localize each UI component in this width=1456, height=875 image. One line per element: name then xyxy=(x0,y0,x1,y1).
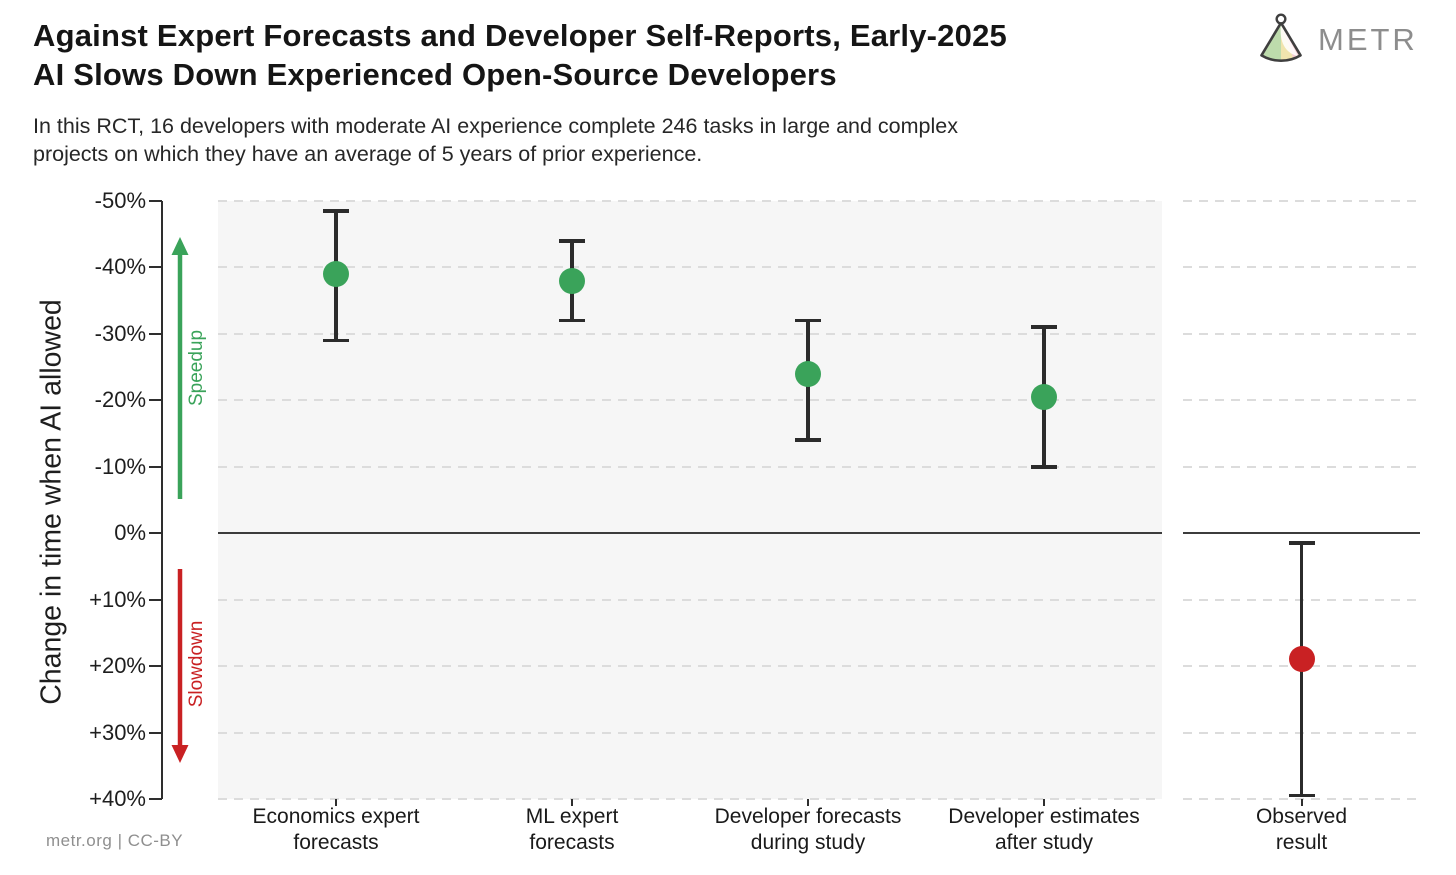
y-tick-label: +20% xyxy=(89,653,146,679)
error-bar-cap-top xyxy=(559,239,585,243)
gridline xyxy=(218,598,1162,601)
zero-line xyxy=(218,531,1162,535)
x-category-label: Developer estimates after study xyxy=(948,805,1140,854)
gridline xyxy=(1183,266,1420,269)
gridline xyxy=(218,266,1162,269)
y-axis-tick xyxy=(149,266,162,269)
x-axis-tick xyxy=(807,799,809,806)
data-point xyxy=(323,261,349,288)
y-axis-tick xyxy=(149,200,162,202)
y-axis-tick xyxy=(149,731,162,734)
error-bar-cap-top xyxy=(1031,325,1057,329)
x-axis-tick xyxy=(335,799,337,806)
gridline xyxy=(218,200,1162,202)
y-tick-label: 0% xyxy=(114,520,146,546)
error-bar-cap-top xyxy=(1288,541,1315,545)
y-tick-label: +10% xyxy=(89,586,146,612)
error-bar-cap-bottom xyxy=(323,338,349,343)
y-axis-tick xyxy=(149,465,162,468)
x-category-label: Economics expert forecasts xyxy=(252,805,420,854)
slowdown-arrow-icon xyxy=(171,569,189,763)
y-axis-tick xyxy=(149,399,162,402)
data-point xyxy=(559,267,585,294)
y-tick-label: -50% xyxy=(94,188,146,213)
footer-credit: metr.org | CC-BY xyxy=(46,831,184,850)
y-axis-tick xyxy=(149,665,162,668)
gridline xyxy=(1183,200,1420,202)
metr-logo: METR xyxy=(1256,12,1456,68)
metr-fan-icon xyxy=(1260,13,1302,63)
error-bar-cap-top xyxy=(795,318,821,323)
y-tick-label: +30% xyxy=(89,719,146,745)
y-tick-label: -40% xyxy=(94,254,146,280)
facet-panel-forecasts xyxy=(218,201,1162,799)
y-axis-tick xyxy=(149,598,162,601)
gridline xyxy=(218,399,1162,402)
gridline xyxy=(218,798,1162,800)
error-bar-cap-bottom xyxy=(795,438,821,442)
data-point xyxy=(1031,384,1057,410)
y-tick-label: -20% xyxy=(94,387,146,413)
error-bar-cap-bottom xyxy=(1031,465,1057,469)
speedup-arrow-icon xyxy=(171,237,189,499)
x-axis-tick xyxy=(571,799,573,806)
gridline xyxy=(218,731,1162,734)
gridline xyxy=(218,465,1162,468)
x-category-label: Observed result xyxy=(1255,805,1348,854)
y-axis-tick xyxy=(149,798,162,800)
gridline xyxy=(1183,332,1420,335)
gridline xyxy=(218,332,1162,335)
zero-line xyxy=(1183,531,1420,535)
data-point xyxy=(1288,646,1315,673)
error-bar-cap-bottom xyxy=(1288,793,1315,798)
x-category-label: ML expert forecasts xyxy=(525,805,619,854)
gridline xyxy=(1183,399,1420,402)
error-bar-cap-top xyxy=(323,209,349,213)
y-tick-label: -30% xyxy=(94,320,146,346)
chart-subtitle: In this RCT, 16 developers with moderate… xyxy=(33,114,958,166)
y-axis-tick xyxy=(149,332,162,335)
y-axis-tick xyxy=(149,532,162,535)
gridline xyxy=(1183,465,1420,468)
x-axis-tick xyxy=(1043,799,1045,806)
y-tick-label: +40% xyxy=(89,786,146,811)
error-bar-cap-bottom xyxy=(559,318,585,323)
x-category-label: Developer forecasts during study xyxy=(714,805,902,854)
y-axis-spine xyxy=(161,201,163,799)
chart-title: Against Expert Forecasts and Developer S… xyxy=(33,18,1007,92)
y-tick-label: -10% xyxy=(94,453,146,479)
x-axis-tick xyxy=(1300,799,1303,806)
data-point xyxy=(795,360,821,387)
metr-logo-text: METR xyxy=(1318,22,1418,57)
gridline xyxy=(218,665,1162,668)
